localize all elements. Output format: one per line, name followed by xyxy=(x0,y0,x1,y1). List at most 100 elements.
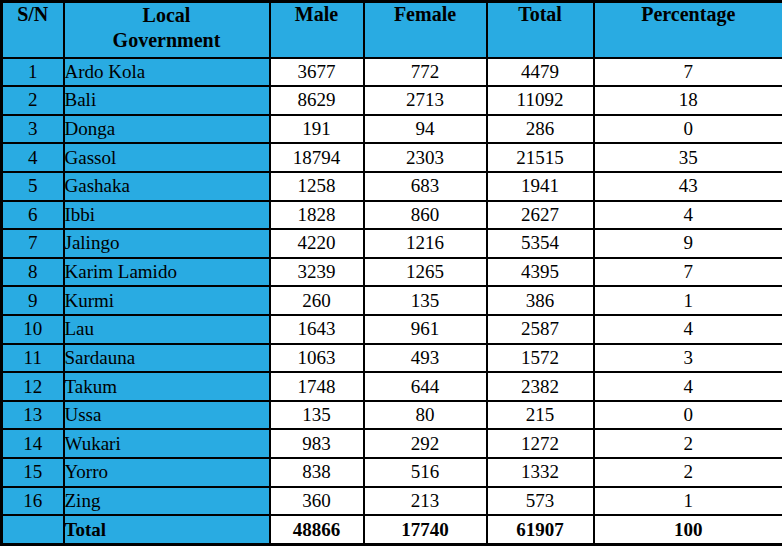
cell-sn: 9 xyxy=(2,286,64,315)
cell-total: 1572 xyxy=(487,344,594,373)
cell-lga: Zing xyxy=(64,487,270,516)
cell-lga: Donga xyxy=(64,115,270,144)
cell-percentage: 4 xyxy=(594,372,782,401)
cell-percentage: 7 xyxy=(594,258,782,287)
total-row: Total 48866 17740 61907 100 xyxy=(2,515,782,544)
col-header-local-government: Local Government xyxy=(64,2,270,58)
cell-percentage: 18 xyxy=(594,86,782,115)
cell-lga: Bali xyxy=(64,86,270,115)
cell-male: 3239 xyxy=(270,258,364,287)
cell-male: 360 xyxy=(270,487,364,516)
cell-percentage: 1 xyxy=(594,487,782,516)
cell-female: 493 xyxy=(364,344,487,373)
cell-sn: 16 xyxy=(2,487,64,516)
cell-total: 4479 xyxy=(487,58,594,87)
cell-female: 516 xyxy=(364,458,487,487)
table-row: 10 Lau 1643 961 2587 4 xyxy=(2,315,782,344)
cell-percentage: 4 xyxy=(594,315,782,344)
page: S/N Local Government Male Female Total P… xyxy=(0,0,782,546)
cell-total: 1272 xyxy=(487,429,594,458)
cell-sn: 5 xyxy=(2,172,64,201)
cell-female: 961 xyxy=(364,315,487,344)
cell-total: 4395 xyxy=(487,258,594,287)
col-header-sn: S/N xyxy=(2,2,64,58)
cell-male: 4220 xyxy=(270,229,364,258)
cell-percentage: 1 xyxy=(594,286,782,315)
cell-female: 644 xyxy=(364,372,487,401)
cell-lga: Lau xyxy=(64,315,270,344)
cell-male: 1258 xyxy=(270,172,364,201)
cell-total: 215 xyxy=(487,401,594,430)
cell-total: 386 xyxy=(487,286,594,315)
cell-total: 2587 xyxy=(487,315,594,344)
table-row: 13 Ussa 135 80 215 0 xyxy=(2,401,782,430)
cell-female: 94 xyxy=(364,115,487,144)
cell-sn: 13 xyxy=(2,401,64,430)
cell-sn: 4 xyxy=(2,143,64,172)
cell-sn: 3 xyxy=(2,115,64,144)
table-row: 7 Jalingo 4220 1216 5354 9 xyxy=(2,229,782,258)
cell-percentage: 0 xyxy=(594,401,782,430)
cell-male: 260 xyxy=(270,286,364,315)
cell-male-total: 48866 xyxy=(270,515,364,544)
cell-percentage: 2 xyxy=(594,458,782,487)
cell-total: 5354 xyxy=(487,229,594,258)
cell-percentage: 35 xyxy=(594,143,782,172)
cell-percentage: 43 xyxy=(594,172,782,201)
cell-total-label: Total xyxy=(64,515,270,544)
cell-total: 1332 xyxy=(487,458,594,487)
cell-percentage: 3 xyxy=(594,344,782,373)
cell-total: 573 xyxy=(487,487,594,516)
cell-female-total: 17740 xyxy=(364,515,487,544)
cell-percentage: 7 xyxy=(594,58,782,87)
col-header-female: Female xyxy=(364,2,487,58)
cell-male: 18794 xyxy=(270,143,364,172)
cell-total: 1941 xyxy=(487,172,594,201)
cell-sn: 15 xyxy=(2,458,64,487)
cell-lga: Wukari xyxy=(64,429,270,458)
cell-female: 1216 xyxy=(364,229,487,258)
cell-lga: Sardauna xyxy=(64,344,270,373)
table-row: 5 Gashaka 1258 683 1941 43 xyxy=(2,172,782,201)
cell-lga: Ussa xyxy=(64,401,270,430)
cell-percentage: 2 xyxy=(594,429,782,458)
table-row: 4 Gassol 18794 2303 21515 35 xyxy=(2,143,782,172)
col-header-local-government-label: Local Government xyxy=(94,3,239,53)
cell-female: 1265 xyxy=(364,258,487,287)
cell-percentage: 0 xyxy=(594,115,782,144)
cell-sn: 1 xyxy=(2,58,64,87)
table-row: 12 Takum 1748 644 2382 4 xyxy=(2,372,782,401)
cell-lga: Ibbi xyxy=(64,201,270,230)
cell-male: 1828 xyxy=(270,201,364,230)
cell-lga: Karim Lamido xyxy=(64,258,270,287)
cell-lga: Yorro xyxy=(64,458,270,487)
cell-lga: Ardo Kola xyxy=(64,58,270,87)
cell-sn: 14 xyxy=(2,429,64,458)
cell-male: 1063 xyxy=(270,344,364,373)
lga-population-table: S/N Local Government Male Female Total P… xyxy=(0,0,782,546)
table-row: 6 Ibbi 1828 860 2627 4 xyxy=(2,201,782,230)
cell-total-total: 61907 xyxy=(487,515,594,544)
table-row: 14 Wukari 983 292 1272 2 xyxy=(2,429,782,458)
cell-sn: 2 xyxy=(2,86,64,115)
table-row: 3 Donga 191 94 286 0 xyxy=(2,115,782,144)
cell-male: 8629 xyxy=(270,86,364,115)
cell-sn-empty xyxy=(2,515,64,544)
table-row: 11 Sardauna 1063 493 1572 3 xyxy=(2,344,782,373)
col-header-total: Total xyxy=(487,2,594,58)
cell-sn: 12 xyxy=(2,372,64,401)
col-header-percentage: Percentage xyxy=(594,2,782,58)
cell-male: 3677 xyxy=(270,58,364,87)
cell-percentage: 9 xyxy=(594,229,782,258)
cell-female: 2713 xyxy=(364,86,487,115)
cell-sn: 10 xyxy=(2,315,64,344)
table-row: 8 Karim Lamido 3239 1265 4395 7 xyxy=(2,258,782,287)
cell-lga: Kurmi xyxy=(64,286,270,315)
cell-male: 135 xyxy=(270,401,364,430)
cell-female: 292 xyxy=(364,429,487,458)
cell-total: 2627 xyxy=(487,201,594,230)
cell-male: 838 xyxy=(270,458,364,487)
cell-female: 135 xyxy=(364,286,487,315)
table-row: 16 Zing 360 213 573 1 xyxy=(2,487,782,516)
cell-lga: Gassol xyxy=(64,143,270,172)
